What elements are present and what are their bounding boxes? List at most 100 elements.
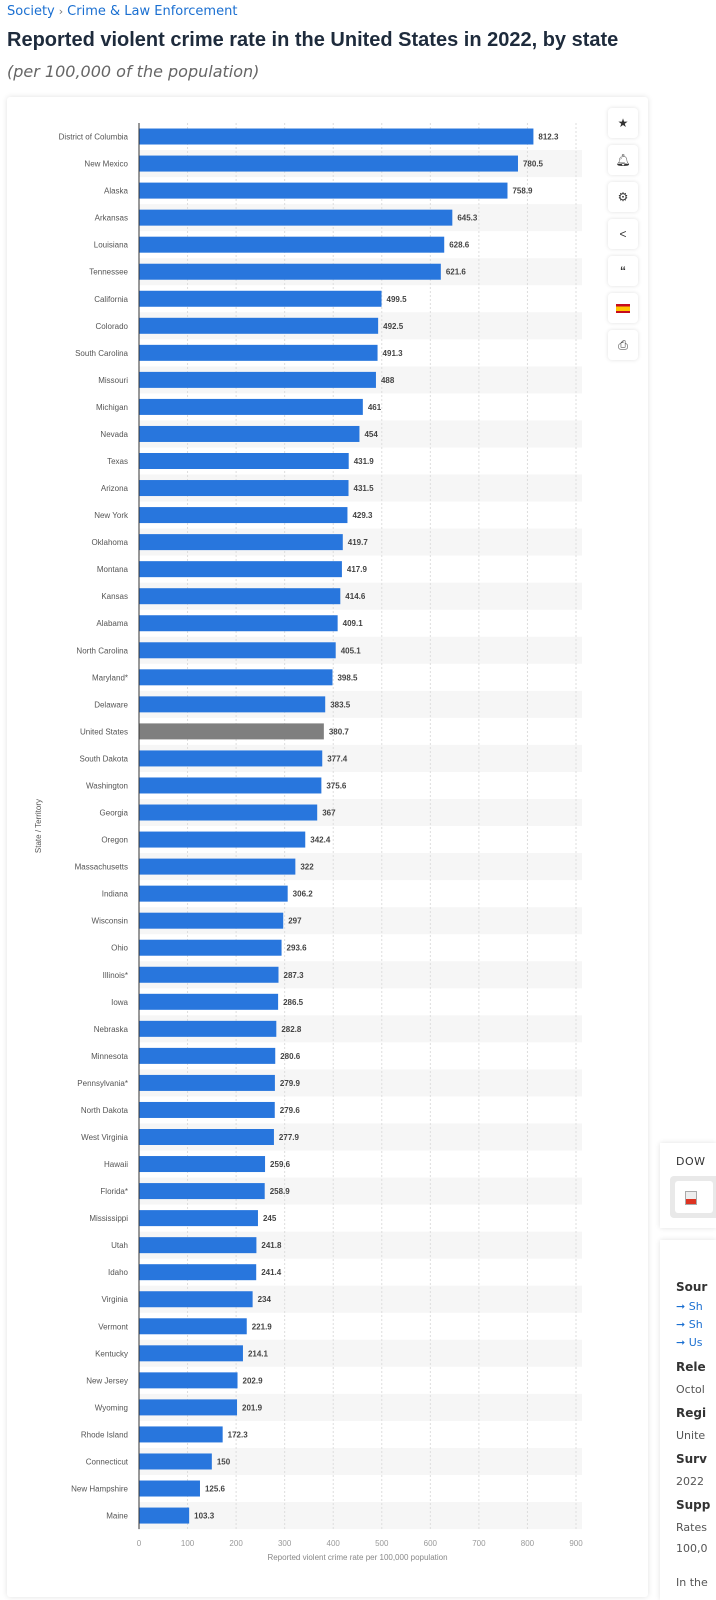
row-stripe bbox=[139, 1502, 582, 1530]
survey-heading: Surv bbox=[676, 1452, 707, 1466]
y-tick-label: Ohio bbox=[111, 944, 128, 953]
favorite-button[interactable]: ★ bbox=[608, 108, 638, 138]
bar bbox=[139, 1020, 277, 1037]
data-label: 245 bbox=[263, 1214, 277, 1223]
x-tick-label: 800 bbox=[521, 1539, 535, 1548]
y-tick-label: New Mexico bbox=[84, 160, 128, 169]
bar bbox=[139, 1074, 275, 1091]
y-tick-label: Vermont bbox=[98, 1322, 129, 1331]
bar bbox=[139, 1129, 274, 1145]
data-label: 279.6 bbox=[280, 1106, 301, 1115]
y-tick-label: New Hampshire bbox=[71, 1485, 128, 1494]
y-tick-label: Louisiana bbox=[94, 241, 129, 250]
survey-value: 2022 bbox=[676, 1475, 704, 1488]
quote-icon: “ bbox=[620, 264, 626, 278]
data-label: 241.8 bbox=[261, 1241, 282, 1250]
data-label: 454 bbox=[364, 430, 378, 439]
bar bbox=[139, 1399, 238, 1416]
bar bbox=[139, 1210, 258, 1227]
y-tick-label: Wyoming bbox=[95, 1403, 128, 1412]
bar bbox=[139, 398, 363, 415]
bar bbox=[139, 669, 333, 686]
chart-toolbar: ★ 🔔︎ ⚙ < “ ⎙ bbox=[608, 108, 638, 367]
page-title: Reported violent crime rate in the Unite… bbox=[7, 29, 619, 51]
download-panel: DOW bbox=[660, 1143, 716, 1228]
bar bbox=[139, 1264, 257, 1281]
page-subtitle: (per 100,000 of the population) bbox=[7, 62, 260, 81]
notification-button[interactable]: 🔔︎ bbox=[608, 145, 638, 175]
bar bbox=[139, 615, 338, 632]
share-icon: < bbox=[619, 227, 627, 241]
bar bbox=[139, 1345, 243, 1362]
y-tick-label: Hawaii bbox=[104, 1160, 128, 1169]
release-heading: Rele bbox=[676, 1360, 706, 1374]
share-button[interactable]: < bbox=[608, 219, 638, 249]
data-label: 125.6 bbox=[205, 1485, 226, 1494]
bar bbox=[139, 1183, 265, 1200]
breadcrumb-society[interactable]: Society bbox=[7, 4, 55, 19]
download-pdf-button[interactable] bbox=[675, 1181, 713, 1213]
y-tick-label: California bbox=[94, 295, 128, 304]
bar bbox=[139, 1453, 212, 1470]
bar bbox=[139, 885, 288, 902]
source-link-text: Us bbox=[688, 1336, 703, 1349]
pdf-icon bbox=[685, 1191, 697, 1205]
data-label: 279.9 bbox=[280, 1079, 301, 1088]
print-button[interactable]: ⎙ bbox=[608, 330, 638, 360]
data-label: 280.6 bbox=[280, 1052, 301, 1061]
y-tick-label: Maryland* bbox=[92, 673, 128, 682]
source-heading: Sour bbox=[676, 1280, 708, 1294]
bar bbox=[139, 317, 379, 334]
y-tick-label: Washington bbox=[86, 781, 128, 790]
row-stripe bbox=[139, 1447, 582, 1475]
x-tick-label: 500 bbox=[375, 1539, 389, 1548]
bar bbox=[139, 155, 518, 172]
data-label: 287.3 bbox=[284, 971, 305, 980]
bar bbox=[139, 966, 279, 983]
data-label: 488 bbox=[381, 376, 395, 385]
supplementary-line: Rates bbox=[676, 1521, 707, 1534]
bar bbox=[139, 858, 296, 875]
data-label: 645.3 bbox=[457, 214, 478, 223]
cite-button[interactable]: “ bbox=[608, 256, 638, 286]
bar bbox=[139, 290, 382, 307]
data-label: 259.6 bbox=[270, 1160, 291, 1169]
data-label: 241.4 bbox=[261, 1268, 282, 1277]
bar bbox=[139, 1047, 276, 1064]
data-label: 409.1 bbox=[343, 619, 364, 628]
data-label: 491.3 bbox=[383, 349, 404, 358]
y-tick-label: Rhode Island bbox=[81, 1430, 128, 1439]
y-tick-label: North Carolina bbox=[76, 646, 128, 655]
bar bbox=[139, 993, 279, 1010]
y-tick-label: Kentucky bbox=[95, 1349, 128, 1358]
language-button[interactable] bbox=[608, 293, 638, 323]
y-tick-label: Mississippi bbox=[89, 1214, 128, 1223]
y-tick-label: Florida* bbox=[100, 1187, 128, 1196]
footnote-text: In the bbox=[676, 1576, 708, 1589]
data-label: 414.6 bbox=[345, 592, 366, 601]
y-tick-label: Arkansas bbox=[95, 214, 128, 223]
data-label: 380.7 bbox=[329, 727, 350, 736]
x-tick-label: 400 bbox=[327, 1539, 341, 1548]
y-tick-label: Minnesota bbox=[91, 1052, 128, 1061]
y-tick-label: South Dakota bbox=[80, 754, 129, 763]
source-link[interactable]: ➞ Sh bbox=[676, 1318, 703, 1331]
data-label: 234 bbox=[258, 1295, 272, 1304]
y-tick-label: Utah bbox=[111, 1241, 128, 1250]
bar bbox=[139, 263, 441, 280]
source-link[interactable]: ➞ Us bbox=[676, 1336, 703, 1349]
breadcrumb-crime[interactable]: Crime & Law Enforcement bbox=[67, 4, 238, 19]
spain-flag-icon bbox=[616, 303, 630, 313]
print-icon: ⎙ bbox=[618, 337, 628, 352]
data-label: 383.5 bbox=[330, 700, 351, 709]
y-tick-label: South Carolina bbox=[75, 349, 128, 358]
data-label: 499.5 bbox=[387, 295, 408, 304]
bar bbox=[139, 1480, 200, 1497]
x-tick-label: 600 bbox=[424, 1539, 438, 1548]
settings-button[interactable]: ⚙ bbox=[608, 182, 638, 212]
source-link[interactable]: ➞ Sh bbox=[676, 1300, 703, 1313]
bar bbox=[139, 588, 341, 605]
y-tick-label: Missouri bbox=[98, 376, 128, 385]
data-label: 202.9 bbox=[243, 1376, 264, 1385]
y-tick-label: North Dakota bbox=[81, 1106, 129, 1115]
